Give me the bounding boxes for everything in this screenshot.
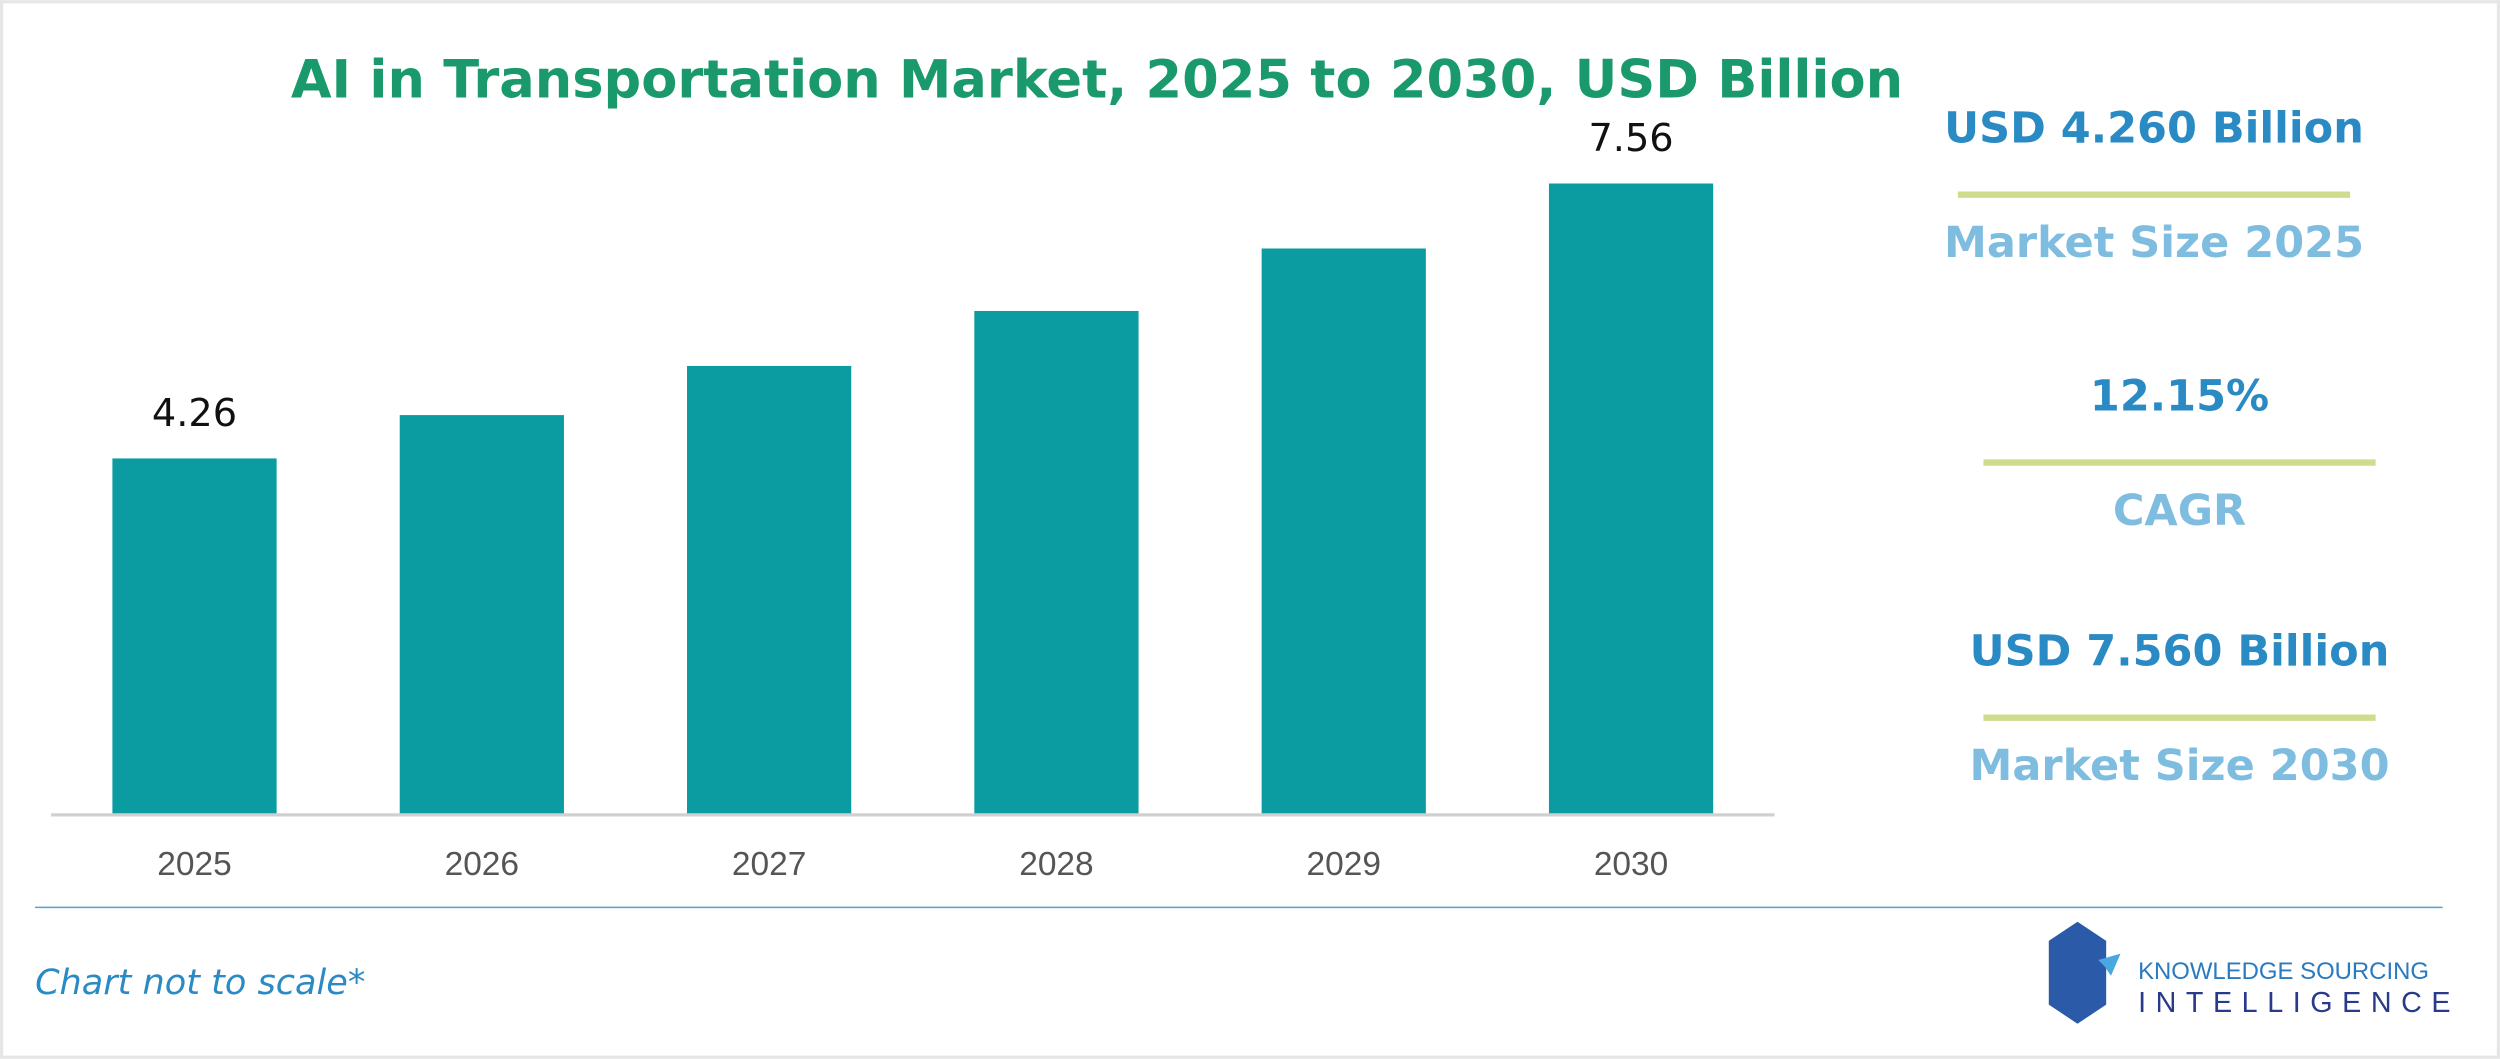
footer-note: Chart not to scale* <box>35 962 365 1003</box>
logo-icon <box>2048 921 2107 1024</box>
logo: KNOWLEDGE SOURCING INTELLIGENCE <box>2048 921 2460 1024</box>
highlight-value: 12.15% <box>2090 371 2269 421</box>
bar <box>1548 183 1714 814</box>
data-label: 4.26 <box>152 391 237 436</box>
x-tick-label: 2025 <box>157 846 231 883</box>
bar <box>399 415 564 814</box>
logo-arrow <box>2069 953 2121 1002</box>
x-tick-label: 2026 <box>445 846 519 883</box>
data-label: 7.56 <box>1588 116 1673 161</box>
highlight-label: CAGR <box>2113 486 2246 536</box>
x-tick-label: 2028 <box>1019 846 1093 883</box>
chart-title: AI in Transportation Market, 2025 to 203… <box>291 50 1903 111</box>
logo-bottom: INTELLIGENCE <box>2138 987 2460 1019</box>
bar <box>112 458 277 814</box>
x-tick-label: 2029 <box>1307 846 1381 883</box>
highlight-value: USD 7.560 Billion <box>1970 626 2390 676</box>
highlight-label: Market Size 2030 <box>1970 741 2390 791</box>
x-tick-label: 2027 <box>732 846 806 883</box>
highlight-value: USD 4.260 Billion <box>1944 103 2364 153</box>
bar <box>687 365 852 814</box>
logo-top: KNOWLEDGE SOURCING <box>2138 958 2429 985</box>
x-tick-label: 2030 <box>1594 846 1668 883</box>
highlight-label: Market Size 2025 <box>1944 218 2364 268</box>
bar <box>974 310 1139 814</box>
bar <box>1261 248 1426 814</box>
